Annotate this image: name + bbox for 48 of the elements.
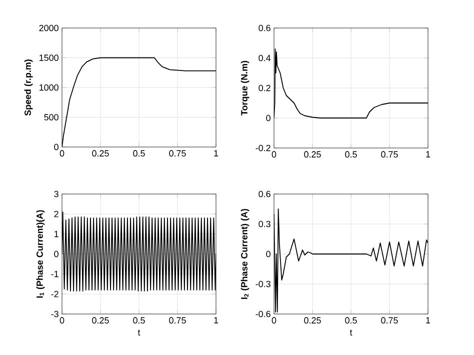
y-tick-label: 500 <box>44 114 58 120</box>
y-tick-label: 0 <box>54 250 58 258</box>
x-tick-label: 1 <box>426 317 430 324</box>
y-tick-label: 1500 <box>40 54 58 61</box>
x-tick-label: 1 <box>214 150 218 156</box>
x-tick-label: 1 <box>426 151 430 158</box>
x-tick-label: 0.25 <box>92 150 109 157</box>
y-tick-label: 0.3 <box>258 220 270 228</box>
x-tick-label: 0.25 <box>304 317 321 324</box>
y-tick-label: 0 <box>266 114 270 122</box>
y-tick-label: -0.2 <box>256 144 270 152</box>
x-tick-label: 0.5 <box>133 150 145 157</box>
x-tick-label: 0.25 <box>304 151 321 158</box>
y-tick-label: 2000 <box>39 24 58 32</box>
x-tick-label: 1 <box>214 317 218 324</box>
x-tick-label: 0 <box>272 317 276 324</box>
y-tick-label: 0.2 <box>258 84 270 92</box>
y-tick-label: 1000 <box>40 84 58 91</box>
x-tick-label: 0.5 <box>133 317 145 324</box>
y-tick-label: 0 <box>266 250 270 258</box>
x-tick-label: 0.75 <box>381 151 398 158</box>
y-tick-label: -2 <box>51 290 58 298</box>
x-tick-label: 0.75 <box>169 150 186 157</box>
x-tick-label: 0.25 <box>92 317 109 324</box>
x-tick-label: 0.75 <box>381 317 398 324</box>
y-axis-title: I$_{2}$ (Phase Current) (A) <box>240 208 250 299</box>
y-tick-label: 1 <box>54 230 58 238</box>
y-tick-label: 0.4 <box>258 54 271 62</box>
x-tick-label: 0.5 <box>345 317 357 324</box>
x-tick-label: 0.75 <box>169 317 186 324</box>
y-tick-label: 2 <box>54 210 58 218</box>
y-tick-label: -0.6 <box>256 310 270 318</box>
y-tick-label: -3 <box>51 310 58 318</box>
y-tick-label: 0.6 <box>258 190 270 198</box>
x-tick-label: 0 <box>60 150 64 157</box>
x-axis-title: t <box>138 330 140 336</box>
y-axis-title: I$_{1}$ (Phase Current)(A) <box>36 210 45 298</box>
x-axis-title: t <box>350 330 352 336</box>
x-tick-label: 0.5 <box>345 151 357 158</box>
y-tick-label: -1 <box>51 270 58 278</box>
y-tick-label: -0.3 <box>256 280 270 288</box>
y-axis-title: Speed (r.p.m) <box>24 60 33 116</box>
x-tick-label: 0 <box>272 151 276 158</box>
y-axis-title: Torque (N.m) <box>240 60 250 116</box>
x-tick-label: 0 <box>60 317 64 324</box>
y-tick-label: 0 <box>54 144 58 150</box>
y-tick-label: 0.6 <box>258 24 270 32</box>
y-tick-label: 3 <box>54 190 58 198</box>
